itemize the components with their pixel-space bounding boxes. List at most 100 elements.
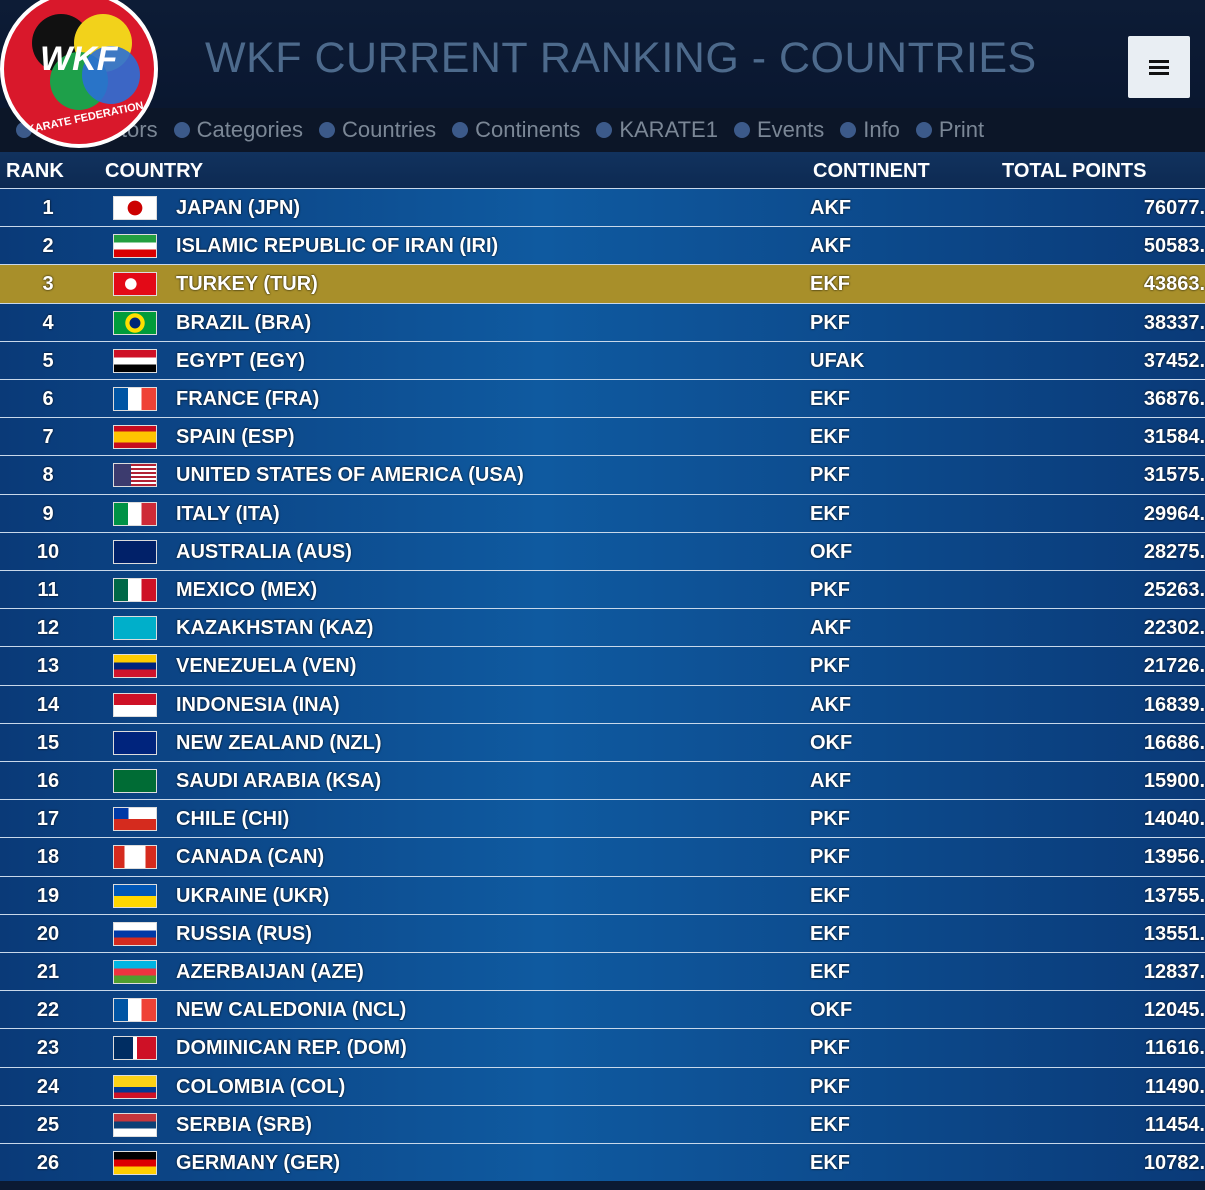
nav-item[interactable]: Continents bbox=[452, 117, 580, 143]
nav-item[interactable]: Info bbox=[840, 117, 900, 143]
logo[interactable]: WKF KARATE FEDERATION bbox=[0, 0, 158, 148]
table-row[interactable]: 3 TURKEY (TUR) EKF 43863. bbox=[0, 264, 1205, 303]
country-cell: CHILE (CHI) bbox=[176, 808, 290, 831]
rank-cell: 7 bbox=[42, 426, 54, 449]
points-cell: 11454. bbox=[1144, 1113, 1205, 1136]
table-row[interactable]: 20 RUSSIA (RUS) EKF 13551. bbox=[0, 913, 1205, 952]
country-cell: UNITED STATES OF AMERICA (USA) bbox=[176, 464, 524, 487]
country-cell: SERBIA (SRB) bbox=[176, 1113, 312, 1136]
points-cell: 12837. bbox=[1143, 961, 1205, 983]
rank-cell: 26 bbox=[36, 1152, 60, 1174]
table-row[interactable]: 11 MEXICO (MEX) PKF 25263. bbox=[0, 570, 1205, 609]
country-cell: COLOMBIA (COL) bbox=[176, 1075, 346, 1098]
points-cell: 22302. bbox=[1143, 617, 1205, 640]
page-title: WKF CURRENT RANKING - COUNTRIES bbox=[205, 34, 1037, 82]
continent-cell: PKF bbox=[810, 1075, 850, 1098]
table-row[interactable]: 7 SPAIN (ESP) EKF 31584. bbox=[0, 417, 1205, 456]
table-row[interactable]: 13 VENEZUELA (VEN) PKF 21726. bbox=[0, 646, 1205, 685]
table-row[interactable]: 25 SERBIA (SRB) EKF 11454. bbox=[0, 1104, 1205, 1143]
column-header[interactable]: COUNTRY bbox=[105, 160, 204, 182]
table-row[interactable]: 12 KAZAKHSTAN (KAZ) AKF 22302. bbox=[0, 608, 1205, 647]
points-cell: 12045. bbox=[1143, 999, 1205, 1022]
country-cell: SPAIN (ESP) bbox=[176, 426, 295, 449]
country-flag bbox=[113, 845, 157, 870]
rank-cell: 2 bbox=[42, 235, 54, 258]
nav-item[interactable]: Events bbox=[733, 117, 825, 143]
continent-cell: PKF bbox=[810, 311, 850, 334]
points-cell: 16839. bbox=[1143, 693, 1205, 716]
continent-cell: AKF bbox=[810, 197, 852, 219]
points-cell: 31584. bbox=[1143, 426, 1205, 449]
country-cell: GERMANY (GER) bbox=[176, 1152, 341, 1174]
continent-cell: UFAK bbox=[810, 349, 865, 372]
country-cell: EGYPT (EGY) bbox=[176, 349, 305, 372]
nav-item[interactable]: Categories bbox=[173, 117, 303, 143]
menu-button[interactable] bbox=[1128, 36, 1190, 98]
rank-cell: 19 bbox=[36, 884, 60, 907]
table-row[interactable]: 9 ITALY (ITA) EKF 29964. bbox=[0, 493, 1205, 532]
country-cell: NEW ZEALAND (NZL) bbox=[176, 731, 382, 754]
table-row[interactable]: 24 COLOMBIA (COL) PKF 11490. bbox=[0, 1066, 1205, 1105]
rank-cell: 20 bbox=[36, 922, 60, 945]
rank-cell: 8 bbox=[42, 464, 54, 487]
table-row[interactable]: 19 UKRAINE (UKR) EKF 13755. bbox=[0, 875, 1205, 914]
country-cell: UKRAINE (UKR) bbox=[176, 884, 330, 907]
points-cell: 37452. bbox=[1143, 349, 1205, 372]
country-flag bbox=[113, 578, 157, 602]
table-row[interactable]: 15 NEW ZEALAND (NZL) OKF 16686. bbox=[0, 722, 1205, 761]
continent-cell: AKF bbox=[810, 770, 852, 792]
table-row[interactable]: 4 BRAZIL (BRA) PKF 38337. bbox=[0, 302, 1205, 341]
nav-item[interactable]: Countries bbox=[318, 117, 436, 143]
table-row[interactable]: 26 GERMANY (GER) EKF 10782. bbox=[0, 1143, 1205, 1182]
table-row[interactable]: 2 ISLAMIC REPUBLIC OF IRAN (IRI) AKF 50583. bbox=[0, 226, 1205, 265]
country-flag bbox=[113, 1074, 157, 1099]
table-row[interactable]: 17 CHILE (CHI) PKF 14040. bbox=[0, 799, 1205, 838]
table-row[interactable]: 22 NEW CALEDONIA (NCL) OKF 12045. bbox=[0, 990, 1205, 1029]
points-cell: 11616. bbox=[1144, 1037, 1205, 1060]
nav-bar: CompetitorsCategoriesCountriesContinents… bbox=[0, 108, 1205, 152]
table-row[interactable]: 14 INDONESIA (INA) AKF 16839. bbox=[0, 684, 1205, 723]
table-row[interactable]: 1 JAPAN (JPN) AKF 76077. bbox=[0, 188, 1205, 227]
table-row[interactable]: 8 UNITED STATES OF AMERICA (USA) PKF 31575. bbox=[0, 455, 1205, 494]
country-flag bbox=[113, 960, 157, 984]
points-cell: 15900. bbox=[1143, 770, 1205, 792]
nav-item[interactable]: KARATE1 bbox=[596, 117, 718, 143]
points-cell: 76077. bbox=[1143, 197, 1205, 219]
table-row[interactable]: 18 CANADA (CAN) PKF 13956. bbox=[0, 837, 1205, 876]
nav-label: Print bbox=[938, 117, 985, 142]
points-cell: 13956. bbox=[1143, 846, 1205, 869]
country-cell: ISLAMIC REPUBLIC OF IRAN (IRI) bbox=[176, 235, 499, 258]
column-header[interactable]: RANK bbox=[6, 160, 64, 182]
country-flag bbox=[113, 348, 157, 373]
table-row[interactable]: 23 DOMINICAN REP. (DOM) PKF 11616. bbox=[0, 1028, 1205, 1067]
country-cell: ITALY (ITA) bbox=[176, 502, 280, 525]
continent-cell: PKF bbox=[810, 464, 850, 487]
rank-cell: 1 bbox=[42, 197, 54, 219]
country-flag bbox=[113, 998, 157, 1023]
points-cell: 14040. bbox=[1143, 808, 1205, 831]
table-row[interactable]: 10 AUSTRALIA (AUS) OKF 28275. bbox=[0, 531, 1205, 570]
points-cell: 29964. bbox=[1143, 502, 1205, 525]
country-cell: RUSSIA (RUS) bbox=[176, 922, 312, 945]
points-cell: 13755. bbox=[1143, 884, 1205, 907]
rank-cell: 23 bbox=[36, 1037, 60, 1060]
continent-cell: EKF bbox=[810, 273, 850, 296]
column-header[interactable]: TOTAL POINTS bbox=[1002, 160, 1147, 182]
rank-cell: 10 bbox=[36, 540, 60, 563]
rank-cell: 6 bbox=[42, 388, 54, 410]
table-row[interactable]: 5 EGYPT (EGY) UFAK 37452. bbox=[0, 340, 1205, 379]
points-cell: 10782. bbox=[1143, 1152, 1205, 1174]
column-header[interactable]: CONTINENT bbox=[813, 160, 930, 182]
country-flag bbox=[113, 654, 157, 679]
points-cell: 50583. bbox=[1143, 235, 1205, 258]
nav-icon bbox=[915, 122, 932, 138]
table-row[interactable]: 21 AZERBAIJAN (AZE) EKF 12837. bbox=[0, 952, 1205, 991]
table-row[interactable]: 16 SAUDI ARABIA (KSA) AKF 15900. bbox=[0, 761, 1205, 800]
country-flag bbox=[113, 501, 157, 526]
continent-cell: AKF bbox=[810, 235, 852, 258]
nav-label: Info bbox=[863, 117, 900, 142]
table-row[interactable]: 6 FRANCE (FRA) EKF 36876. bbox=[0, 379, 1205, 418]
nav-item[interactable]: Print bbox=[915, 117, 985, 143]
nav-label: Events bbox=[756, 117, 825, 142]
nav-label: Continents bbox=[475, 117, 581, 142]
